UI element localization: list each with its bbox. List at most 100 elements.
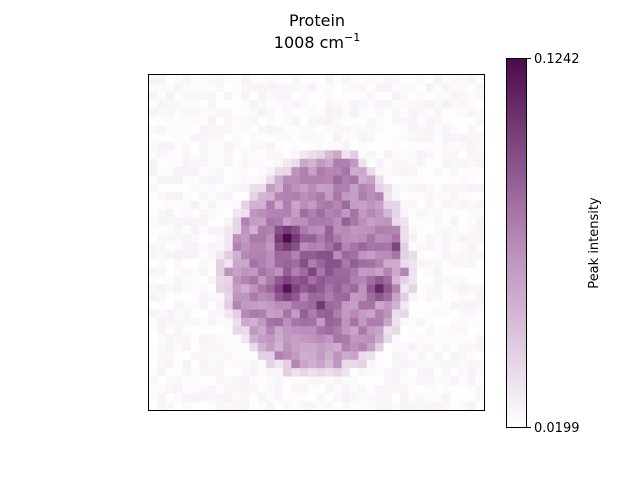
heatmap-cell — [249, 100, 259, 109]
heatmap-cell — [458, 292, 468, 302]
heatmap-cell — [182, 351, 192, 361]
heatmap-cell — [391, 133, 401, 143]
heatmap-cell — [400, 359, 410, 369]
heatmap-cell — [350, 225, 359, 235]
heatmap-cell — [157, 75, 167, 84]
heatmap-cell — [149, 183, 158, 193]
heatmap-cell — [182, 225, 192, 235]
heatmap-cell — [224, 393, 234, 403]
heatmap-cell — [433, 234, 443, 243]
heatmap-cell — [249, 150, 259, 160]
heatmap-cell — [417, 192, 426, 202]
heatmap-cell — [165, 326, 175, 336]
heatmap-cell — [149, 401, 158, 411]
heatmap-cell — [400, 200, 410, 210]
heatmap-cell — [442, 142, 451, 151]
heatmap-cell — [350, 150, 359, 160]
heatmap-cell — [190, 183, 200, 193]
heatmap-cell — [408, 125, 418, 135]
heatmap-cell — [391, 334, 401, 344]
heatmap-cell — [274, 359, 284, 369]
heatmap-cell — [182, 183, 192, 193]
heatmap-cell — [425, 225, 435, 235]
heatmap-cell — [341, 100, 351, 109]
heatmap-cell — [182, 401, 192, 411]
heatmap-cell — [291, 376, 301, 386]
heatmap-cell — [350, 267, 359, 277]
heatmap-cell — [383, 259, 393, 269]
heatmap-cell — [207, 401, 217, 411]
heatmap-cell — [274, 250, 284, 260]
heatmap-cell — [283, 209, 292, 218]
heatmap-cell — [316, 401, 326, 411]
heatmap-cell — [182, 334, 192, 344]
heatmap-cell — [299, 175, 309, 185]
heatmap-cell — [266, 100, 276, 109]
heatmap-cell — [425, 259, 435, 269]
heatmap-cell — [190, 209, 200, 218]
heatmap-cell — [467, 326, 477, 336]
heatmap-cell — [400, 368, 410, 377]
heatmap-cell — [224, 401, 234, 411]
heatmap-cell — [475, 242, 485, 252]
heatmap-cell — [375, 242, 384, 252]
heatmap-cell — [266, 183, 276, 193]
heatmap-cell — [383, 376, 393, 386]
heatmap-cell — [149, 100, 158, 109]
heatmap-cell — [467, 183, 477, 193]
heatmap-cell — [450, 384, 460, 394]
heatmap-cell — [224, 376, 234, 386]
heatmap-cell — [199, 334, 209, 344]
heatmap-cell — [475, 292, 485, 302]
heatmap-cell — [458, 384, 468, 394]
heatmap-cell — [433, 217, 443, 227]
heatmap-cell — [190, 75, 200, 84]
heatmap-cell — [375, 217, 384, 227]
heatmap-cell — [149, 116, 158, 126]
heatmap-cell — [417, 393, 426, 403]
heatmap-cell — [165, 75, 175, 84]
heatmap-cell — [417, 359, 426, 369]
heatmap-cell — [291, 334, 301, 344]
heatmap-cell — [274, 276, 284, 285]
heatmap-cell — [341, 142, 351, 151]
heatmap-cell — [316, 91, 326, 101]
heatmap-cell — [207, 343, 217, 352]
heatmap-cell — [425, 133, 435, 143]
heatmap-cell — [257, 326, 267, 336]
heatmap-cell — [199, 309, 209, 319]
heatmap-cell — [274, 326, 284, 336]
heatmap-cell — [366, 133, 376, 143]
heatmap-cell — [400, 133, 410, 143]
heatmap-cell — [157, 150, 167, 160]
heatmap-cell — [291, 167, 301, 176]
heatmap-cell — [157, 225, 167, 235]
heatmap-cell — [249, 217, 259, 227]
heatmap-cell — [417, 384, 426, 394]
heatmap-cell — [433, 91, 443, 101]
heatmap-cell — [450, 317, 460, 327]
heatmap-cell — [165, 284, 175, 294]
heatmap-cell — [358, 368, 368, 377]
heatmap-cell — [291, 150, 301, 160]
heatmap-cell — [316, 234, 326, 243]
heatmap-cell — [199, 393, 209, 403]
heatmap-cell — [182, 133, 192, 143]
heatmap-cell — [257, 359, 267, 369]
heatmap-cell — [333, 359, 343, 369]
heatmap-cell — [324, 368, 334, 377]
heatmap-cell — [165, 142, 175, 151]
heatmap-cell — [207, 309, 217, 319]
heatmap-cell — [207, 116, 217, 126]
heatmap-cell — [417, 83, 426, 93]
heatmap-cell — [216, 116, 225, 126]
heatmap-cell — [333, 91, 343, 101]
heatmap-cell — [232, 125, 242, 135]
heatmap-cell — [366, 91, 376, 101]
heatmap-cell — [341, 209, 351, 218]
heatmap-cell — [442, 309, 451, 319]
heatmap-cell — [165, 116, 175, 126]
heatmap-cell — [283, 384, 292, 394]
heatmap-cell — [425, 217, 435, 227]
heatmap-cell — [333, 108, 343, 118]
